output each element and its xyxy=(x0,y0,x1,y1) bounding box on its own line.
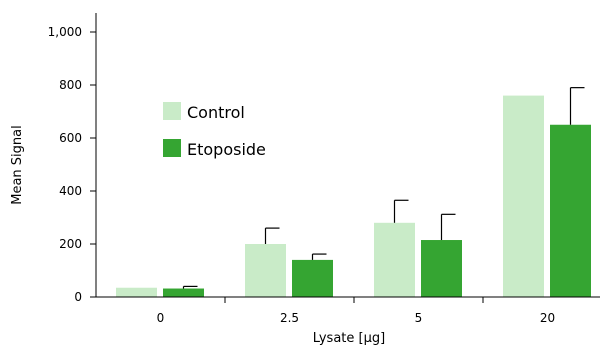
bar-etoposide-5 xyxy=(421,240,462,297)
y-tick-label: 200 xyxy=(59,237,82,251)
legend-label-control: Control xyxy=(187,103,245,122)
legend-swatch-etoposide xyxy=(163,139,181,157)
bar-control-20 xyxy=(503,95,544,297)
bar-control-0 xyxy=(116,287,157,297)
y-tick-label: 600 xyxy=(59,131,82,145)
axes-group: 0 200 400 600 800 1,000 0 2.5 5 20 xyxy=(48,13,600,325)
y-tick-label: 400 xyxy=(59,184,82,198)
bar-etoposide-20 xyxy=(550,124,591,297)
x-axis-label: Lysate [µg] xyxy=(313,331,385,346)
x-tick-label: 20 xyxy=(540,311,555,325)
x-tick-label: 5 xyxy=(415,311,423,325)
bar-etoposide-2.5 xyxy=(292,259,333,297)
bar-etoposide-0 xyxy=(163,288,204,297)
legend-label-etoposide: Etoposide xyxy=(187,140,266,159)
x-tick-label: 2.5 xyxy=(280,311,299,325)
bar-control-2.5 xyxy=(245,244,286,297)
y-tick-label: 0 xyxy=(74,290,82,304)
legend: Control Etoposide xyxy=(163,102,266,159)
error-bars-group xyxy=(182,87,585,289)
x-tick-label: 0 xyxy=(157,311,165,325)
legend-swatch-control xyxy=(163,102,181,120)
bar-control-5 xyxy=(374,222,415,297)
y-tick-label: 800 xyxy=(59,78,82,92)
bars-group xyxy=(116,95,591,297)
y-axis-label: Mean Signal xyxy=(10,125,25,205)
y-tick-label: 1,000 xyxy=(48,25,82,39)
